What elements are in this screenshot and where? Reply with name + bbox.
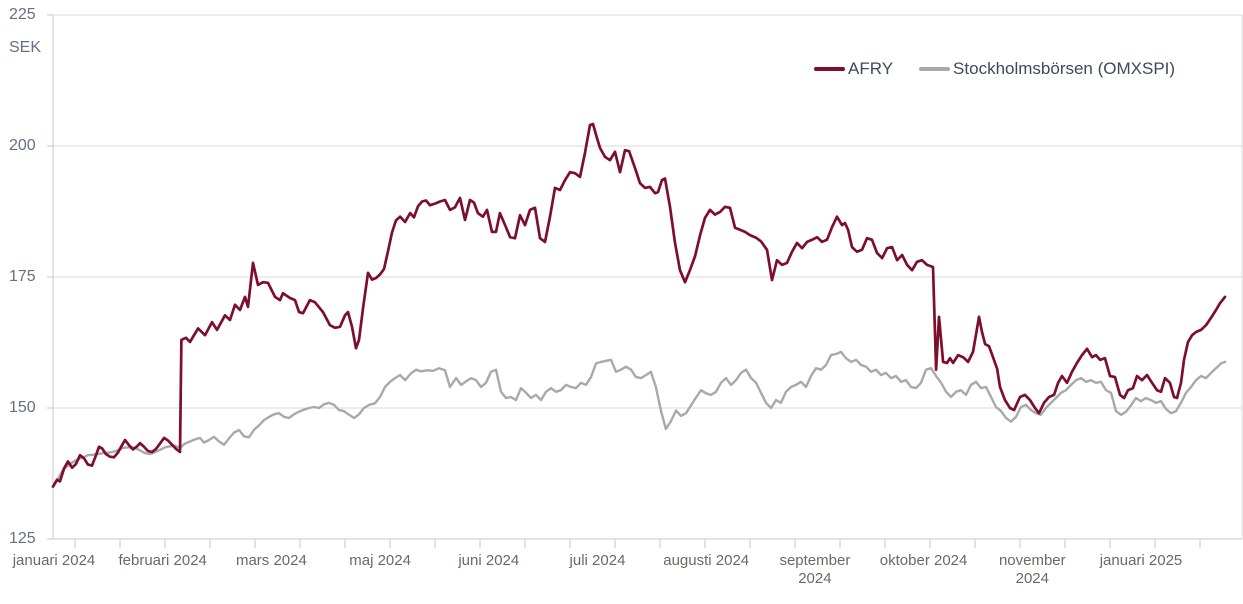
x-axis-label-1: januari 2024 [12,552,96,569]
legend-label: Stockholmsbörsen (OMXSPI) [953,59,1176,78]
x-axis-label-5: juni 2024 [458,552,520,569]
y-axis-tick-label-150: 150 [9,399,36,416]
legend-label: AFRY [848,59,894,78]
series-line-afry [51,122,1227,488]
x-axis-label-10: november 2024 [998,552,1066,587]
x-axis-label-6: juli 2024 [569,552,626,569]
x-axis-label-7: augusti 2024 [663,552,750,569]
legend-line-swatch [919,67,951,71]
y-axis-unit-label: SEK [9,39,42,56]
x-axis-label-11: januari 2025 [1099,552,1183,569]
y-axis-tick-label-175: 175 [9,268,36,285]
legend-item-afry[interactable]: AFRY [814,59,893,79]
y-axis-tick-label-200: 200 [9,137,36,154]
legend-line-swatch [814,67,845,71]
y-axis-tick-label-225: 225 [9,6,36,23]
x-axis-label-2: februari 2024 [118,552,207,569]
x-axis-label-3: mars 2024 [235,552,307,569]
series-line-omxspi [51,350,1227,488]
legend: AFRY Stockholmsbörsen (OMXSPI) [814,59,1175,79]
x-axis-label-9: oktober 2024 [879,552,968,569]
x-axis-label-4: maj 2024 [349,552,411,569]
legend-item-omxspi[interactable]: Stockholmsbörsen (OMXSPI) [919,59,1175,79]
y-axis-tick-label-125: 125 [9,530,36,547]
x-axis-label-8: september 2024 [779,552,851,587]
